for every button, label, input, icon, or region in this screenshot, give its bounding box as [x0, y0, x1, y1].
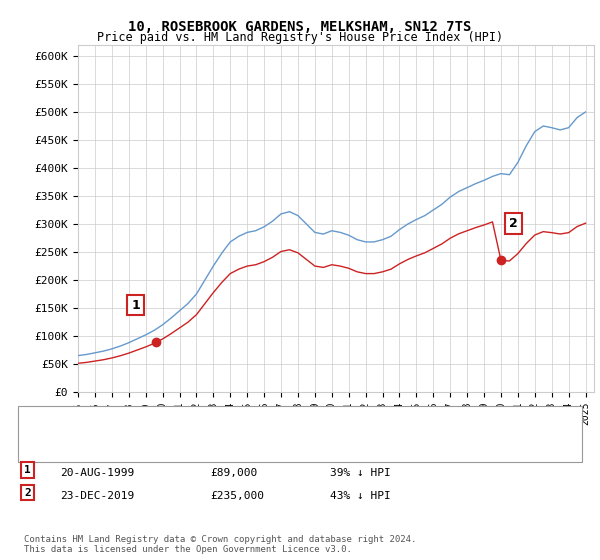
Text: Contains HM Land Registry data © Crown copyright and database right 2024.
This d: Contains HM Land Registry data © Crown c… [24, 535, 416, 554]
Text: 39% ↓ HPI: 39% ↓ HPI [330, 468, 391, 478]
Text: 2: 2 [509, 217, 518, 230]
Text: 1: 1 [24, 465, 31, 475]
Text: 20-AUG-1999: 20-AUG-1999 [60, 468, 134, 478]
Text: 1: 1 [131, 298, 140, 311]
Text: 43% ↓ HPI: 43% ↓ HPI [330, 491, 391, 501]
Text: 2: 2 [24, 488, 31, 498]
Text: 10, ROSEBROOK GARDENS, MELKSHAM, SN12 7TS: 10, ROSEBROOK GARDENS, MELKSHAM, SN12 7T… [128, 20, 472, 34]
Text: Price paid vs. HM Land Registry's House Price Index (HPI): Price paid vs. HM Land Registry's House … [97, 31, 503, 44]
Text: 23-DEC-2019: 23-DEC-2019 [60, 491, 134, 501]
Text: £235,000: £235,000 [210, 491, 264, 501]
Text: 10, ROSEBROOK GARDENS, MELKSHAM, SN12 7TS (detached house): 10, ROSEBROOK GARDENS, MELKSHAM, SN12 7T… [74, 417, 437, 427]
Text: £89,000: £89,000 [210, 468, 257, 478]
Text: HPI: Average price, detached house, Wiltshire: HPI: Average price, detached house, Wilt… [74, 441, 356, 451]
